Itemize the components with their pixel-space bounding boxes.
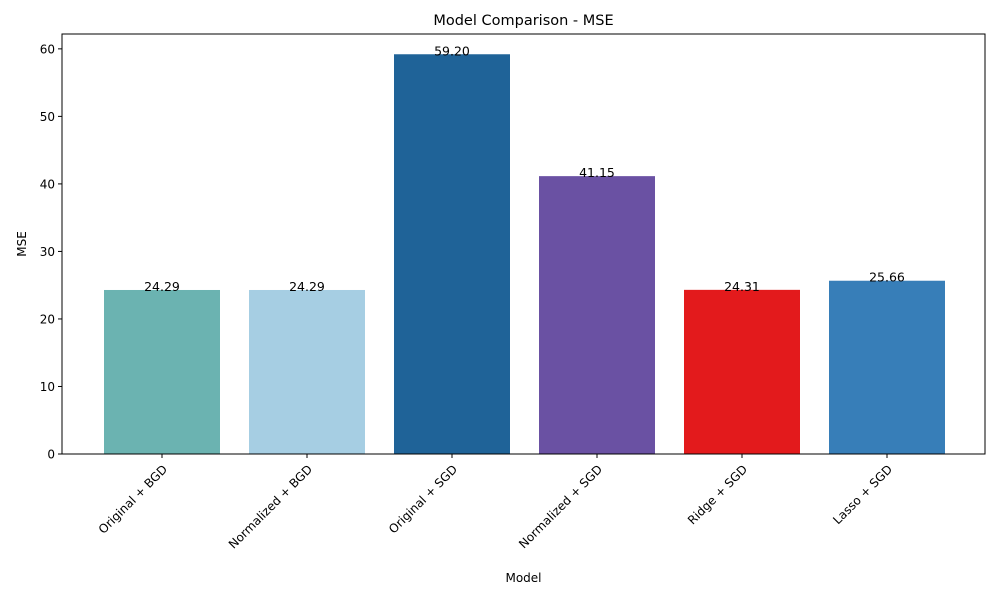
bar-2 <box>249 289 365 454</box>
y-axis: 0 10 20 30 40 50 60 <box>40 42 62 462</box>
y-tick-label: 50 <box>40 110 55 124</box>
x-tick-label: Original + BGD <box>96 462 170 536</box>
x-tick-label: Ridge + SGD <box>685 462 750 527</box>
bar-value-label: 24.29 <box>289 279 325 294</box>
y-axis-label: MSE <box>15 231 29 257</box>
bar-6 <box>829 280 945 454</box>
x-tick-label: Normalized + BGD <box>226 462 315 551</box>
data-labels-layer: 24.29 24.29 59.20 41.15 24.31 25.66 <box>144 43 905 294</box>
bars-layer <box>104 54 945 455</box>
x-tick-label: Lasso + SGD <box>830 462 895 527</box>
y-tick-label: 20 <box>40 312 55 326</box>
bar-value-label: 24.29 <box>144 279 180 294</box>
y-tick-label: 40 <box>40 177 55 191</box>
bar-value-label: 41.15 <box>579 165 615 180</box>
x-tick-label: Normalized + SGD <box>516 462 605 551</box>
bar-4 <box>539 176 655 455</box>
bar-5 <box>684 289 800 454</box>
bar-value-label: 25.66 <box>869 270 905 285</box>
y-tick-label: 0 <box>47 448 55 462</box>
chart-title: Model Comparison - MSE <box>433 13 613 29</box>
y-tick-label: 10 <box>40 380 55 394</box>
bar-3 <box>394 54 510 455</box>
plot-frame <box>61 33 986 455</box>
bar-1 <box>104 289 220 454</box>
bar-value-label: 24.31 <box>724 279 760 294</box>
y-tick-label: 60 <box>40 42 55 56</box>
y-tick-label: 30 <box>40 245 55 259</box>
x-tick-label: Original + SGD <box>386 462 460 536</box>
x-axis: Original + BGD Normalized + BGD Original +… <box>96 454 895 552</box>
bar-value-label: 59.20 <box>434 43 470 58</box>
x-axis-label: Model <box>505 571 541 585</box>
